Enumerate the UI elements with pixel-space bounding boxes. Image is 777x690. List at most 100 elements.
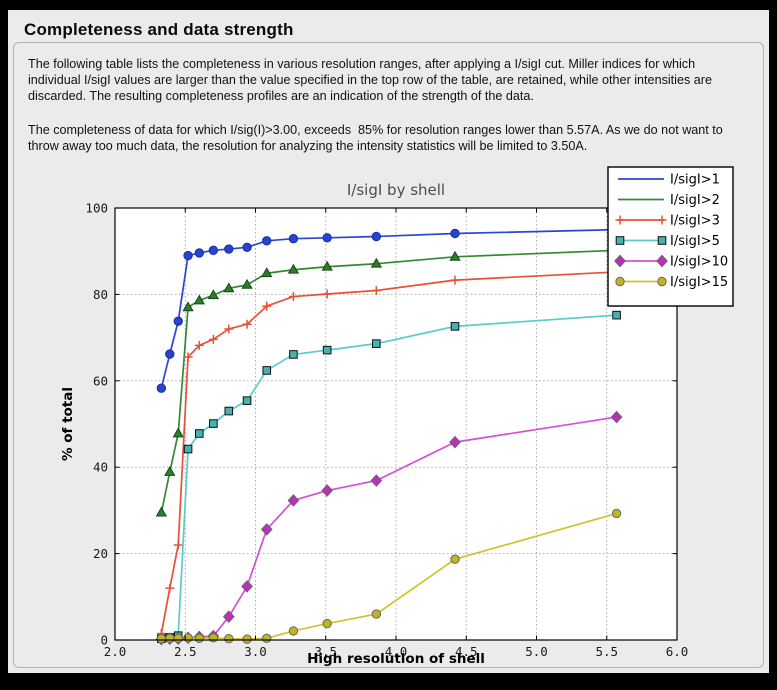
x-tick-label: 4.5 bbox=[455, 644, 478, 659]
y-axis-label: % of total bbox=[60, 387, 76, 461]
data-point-triangle bbox=[193, 294, 205, 305]
completeness-chart: 2.0 2.5 3.0 3.5 4.0 4.5 5.0 5.5 6.0 0 20 40 60 80 100 I… bbox=[20, 160, 765, 672]
data-point-triangle bbox=[321, 260, 333, 271]
data-point-square bbox=[322, 345, 332, 355]
data-point-plus bbox=[183, 352, 193, 362]
data-point-plus bbox=[224, 324, 234, 334]
data-point-circle bbox=[262, 633, 272, 643]
legend-label-i-sigi-gt-5: I/sigI>5 bbox=[670, 234, 720, 249]
data-point-plus bbox=[288, 292, 298, 302]
data-point-square bbox=[657, 236, 667, 245]
data-point-diamond bbox=[614, 254, 626, 268]
data-point-circle bbox=[173, 633, 183, 643]
data-point-circle bbox=[165, 633, 175, 643]
data-point-plus bbox=[657, 215, 667, 225]
data-point-triangle bbox=[241, 278, 253, 289]
series-line bbox=[160, 228, 617, 389]
x-tick-label: 5.0 bbox=[525, 644, 548, 659]
series-i-sigi-gt-1 bbox=[156, 224, 622, 393]
data-point-square bbox=[612, 310, 621, 320]
data-point-circle bbox=[450, 554, 460, 564]
data-point-diamond bbox=[260, 523, 273, 536]
x-axis-label: High resolution of shell bbox=[307, 651, 485, 667]
data-point-triangle bbox=[370, 257, 382, 268]
data-point-diamond bbox=[610, 410, 623, 424]
data-point-triangle bbox=[207, 289, 220, 300]
tick-labels: 2.0 2.5 3.0 3.5 4.0 4.5 5.0 5.5 6.0 0 20 40 60 80 100 bbox=[85, 201, 688, 660]
chart-title: I/sigI by shell bbox=[347, 181, 445, 199]
data-point-circle bbox=[657, 276, 667, 287]
legend-label-i-sigi-gt-3: I/sigI>3 bbox=[670, 214, 720, 229]
data-point-square bbox=[615, 236, 625, 245]
data-point-square bbox=[242, 396, 252, 405]
series-i-sigi-gt-2 bbox=[155, 244, 623, 517]
data-point-square bbox=[450, 322, 460, 331]
data-point-plus bbox=[165, 583, 175, 593]
series-line bbox=[160, 271, 617, 634]
data-point-circle bbox=[262, 236, 272, 246]
page-title: Completeness and data strength bbox=[24, 20, 294, 39]
data-point-circle bbox=[156, 634, 167, 644]
data-point-circle bbox=[194, 633, 205, 643]
chart-canvas: 2.0 2.5 3.0 3.5 4.0 4.5 5.0 5.5 6.0 0 20 40 60 80 100 I… bbox=[60, 166, 734, 667]
data-point-circle bbox=[194, 248, 205, 258]
data-point-triangle bbox=[261, 267, 273, 278]
data-point-plus bbox=[194, 340, 204, 350]
data-point-circle bbox=[242, 634, 252, 644]
data-point-circle bbox=[165, 349, 175, 359]
x-tick-label: 3.0 bbox=[244, 644, 267, 659]
y-tick-label: 40 bbox=[93, 460, 108, 475]
data-point-plus bbox=[242, 319, 252, 329]
y-tick-label: 100 bbox=[85, 201, 108, 216]
data-point-diamond bbox=[222, 610, 235, 624]
data-point-square bbox=[183, 444, 193, 454]
data-point-plus bbox=[371, 286, 381, 296]
data-point-triangle bbox=[449, 250, 461, 261]
data-point-diamond bbox=[449, 435, 461, 449]
data-point-circle bbox=[288, 626, 299, 636]
series-line bbox=[160, 249, 617, 513]
description-paragraph-2: The completeness of data for which I/sig… bbox=[28, 123, 727, 153]
data-point-triangle bbox=[172, 427, 184, 438]
data-point-circle bbox=[371, 609, 382, 619]
data-point-circle bbox=[450, 228, 460, 239]
y-tick-label: 20 bbox=[93, 546, 108, 561]
data-point-circle bbox=[371, 231, 382, 242]
data-point-diamond bbox=[241, 580, 253, 593]
series-line bbox=[161, 314, 617, 640]
data-point-plus bbox=[173, 540, 183, 550]
x-tick-label: 5.5 bbox=[595, 644, 618, 659]
data-point-plus bbox=[262, 301, 272, 311]
data-point-circle bbox=[156, 383, 167, 393]
x-tick-label: 6.0 bbox=[666, 644, 689, 659]
data-point-plus bbox=[208, 334, 218, 344]
data-point-circle bbox=[615, 276, 625, 287]
data-point-triangle bbox=[155, 506, 168, 517]
data-point-circle bbox=[611, 508, 622, 519]
data-point-circle bbox=[224, 244, 234, 254]
data-point-triangle bbox=[287, 263, 300, 274]
legend-label-i-sigi-gt-1: I/sigI>1 bbox=[670, 173, 720, 188]
y-tick-label: 60 bbox=[93, 373, 108, 388]
y-tick-label: 0 bbox=[100, 633, 108, 648]
data-point-plus bbox=[450, 275, 460, 285]
legend-label-i-sigi-gt-15: I/sigI>15 bbox=[670, 275, 728, 290]
data-point-circle bbox=[224, 634, 234, 644]
data-point-circle bbox=[208, 633, 219, 643]
data-point-circle bbox=[322, 233, 332, 243]
report-window: Completeness and data strength The follo… bbox=[8, 10, 769, 673]
x-tick-label: 4.0 bbox=[385, 644, 408, 659]
data-point-diamond bbox=[287, 494, 300, 507]
data-point-square bbox=[289, 350, 298, 359]
legend: I/sigI>1 I/sigI>2 I/sigI>3 I/sigI>5 I/sigI>1… bbox=[607, 166, 734, 307]
data-point-circle bbox=[173, 316, 183, 326]
data-point-diamond bbox=[656, 254, 668, 268]
legend-label-i-sigi-gt-2: I/sigI>2 bbox=[670, 193, 720, 208]
data-point-circle bbox=[288, 233, 299, 244]
x-tick-label: 2.0 bbox=[104, 644, 127, 659]
tick-marks bbox=[114, 207, 678, 641]
data-point-triangle bbox=[164, 465, 176, 476]
data-point-plus bbox=[322, 289, 332, 299]
y-tick-label: 80 bbox=[93, 287, 108, 302]
